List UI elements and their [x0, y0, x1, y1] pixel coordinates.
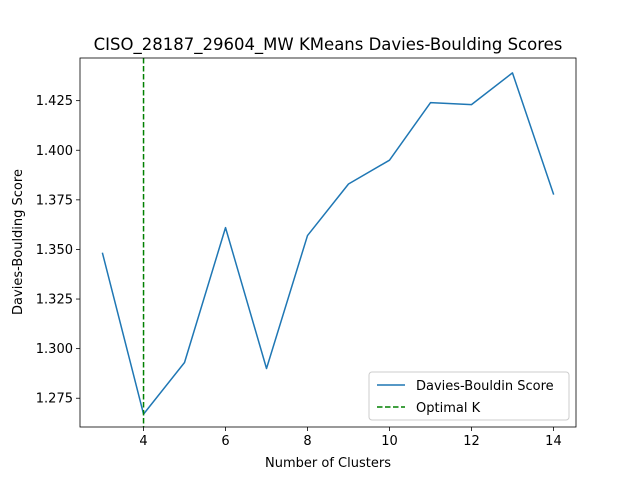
y-tick-label: 1.300 [36, 342, 73, 357]
y-tick-label: 1.375 [36, 193, 73, 208]
y-tick-label: 1.350 [36, 243, 73, 258]
y-axis-ticks: 1.275 1.300 1.325 1.350 1.375 1.400 1.425 [36, 94, 80, 407]
x-tick-label: 12 [463, 434, 480, 449]
chart-title: CISO_28187_29604_MW KMeans Davies-Bouldi… [94, 35, 563, 55]
y-axis-title: Davies-Boulding Score [11, 169, 26, 315]
plot-area [80, 58, 576, 427]
x-tick-label: 8 [303, 434, 311, 449]
x-tick-label: 6 [221, 434, 229, 449]
legend-label-davies-bouldin: Davies-Bouldin Score [416, 379, 554, 394]
plot-frame [79, 57, 577, 428]
y-tick-label: 1.275 [36, 392, 73, 407]
x-tick-label: 10 [381, 434, 398, 449]
x-axis-ticks: 4 6 8 10 12 14 [139, 427, 562, 449]
series-line-0 [101, 72, 555, 415]
legend-box [368, 371, 570, 421]
y-tick-label: 1.425 [36, 94, 73, 109]
legend-label-optimal-k: Optimal K [416, 401, 481, 416]
y-tick-label: 1.325 [36, 293, 73, 308]
x-tick-label: 14 [545, 434, 562, 449]
x-axis-title: Number of Clusters [265, 456, 391, 471]
legend: Davies-Bouldin Score Optimal K [368, 371, 570, 421]
x-tick-label: 4 [139, 434, 147, 449]
y-tick-label: 1.400 [36, 144, 73, 159]
series-layer [101, 58, 555, 427]
